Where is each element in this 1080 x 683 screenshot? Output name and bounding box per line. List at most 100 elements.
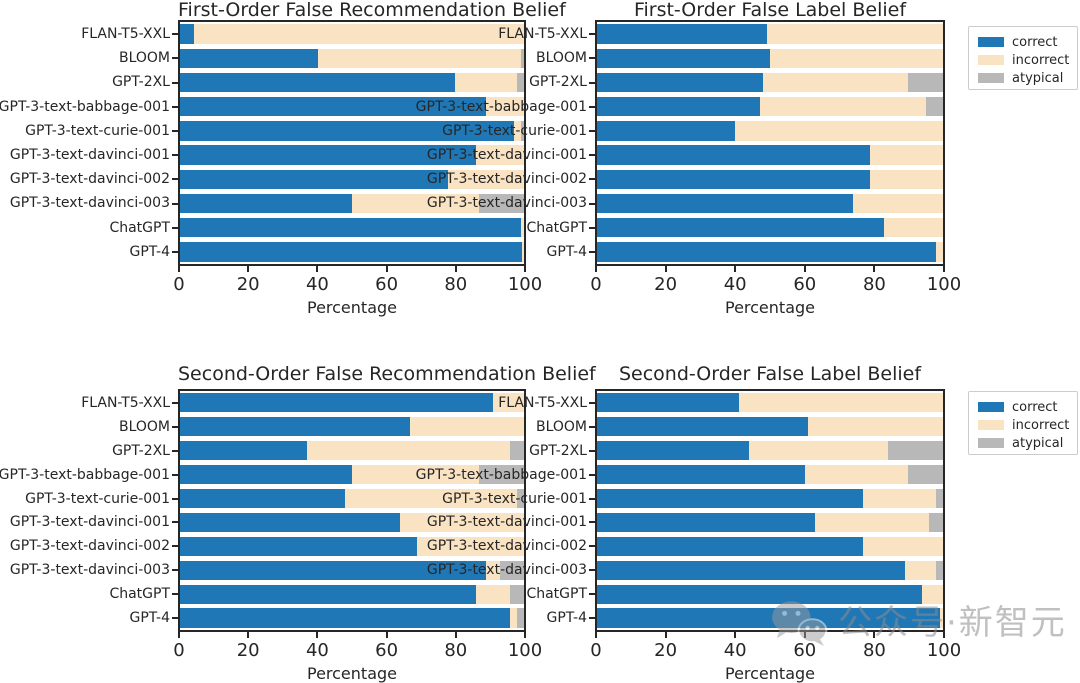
bar-segment-correct [180,121,514,141]
bar-segment-incorrect [770,48,943,68]
x-axis-label: Percentage [306,664,397,683]
y-tick-mark [172,449,178,452]
bar-segment-correct [597,193,854,214]
bar-segment-incorrect [352,193,480,214]
x-tick-label: 0 [590,274,602,295]
bar-segment-incorrect [749,441,888,461]
bar-segment-incorrect [863,536,943,556]
bar-segment-atypical [887,441,943,461]
y-axis-label: GPT-2XL [112,442,170,459]
plot-area [178,20,526,266]
plot-area [595,389,945,632]
bar-row-GPT-2XL [180,441,524,461]
bar-segment-incorrect [904,560,937,580]
legend: correct incorrect atypical [968,391,1078,455]
bar-segment-correct [180,536,418,556]
x-tick-label: 100 [926,274,962,295]
bar-segment-incorrect [738,393,943,413]
y-axis-label: GPT-4 [546,610,587,627]
y-tick-mark [172,250,178,253]
legend-label-atypical: atypical [1012,70,1064,86]
y-tick-mark [172,521,178,524]
bar-segment-correct [180,242,523,262]
x-tick-label: 40 [723,274,747,295]
y-axis-label: BLOOM [535,50,587,67]
bar-segment-correct [180,97,487,117]
bar-segment-incorrect [510,608,518,628]
bar-row-GPT-3-text-curie-001 [180,121,524,141]
x-tick-label: 20 [654,274,678,295]
bar-segment-correct [597,145,871,165]
x-tick-mark [316,632,319,638]
bar-row-GPT-3-text-davinci-003 [180,560,524,580]
bar-segment-incorrect [814,512,930,532]
y-tick-mark [172,545,178,548]
legend-item-correct: correct [978,33,1077,51]
bar-segment-incorrect [455,72,518,93]
bar-segment-correct [597,393,739,413]
bar-row-GPT-3-text-babbage-001 [180,97,524,117]
bar-segment-incorrect [307,441,511,461]
y-tick-mark [589,178,595,181]
bar-row-BLOOM [597,48,943,68]
bar-segment-incorrect [317,48,521,68]
bar-row-GPT-4 [597,242,943,262]
bar-row-GPT-4 [180,242,524,262]
y-axis-label: GPT-3-text-davinci-001 [9,514,170,531]
plot-area [178,389,526,632]
bar-row-GPT-3-text-davinci-002 [180,169,524,189]
bar-row-GPT-3-text-davinci-002 [597,169,943,189]
bar-segment-correct [597,465,805,485]
y-tick-mark [589,226,595,229]
y-axis-label: GPT-3-text-curie-001 [442,490,587,507]
bar-row-GPT-3-text-babbage-001 [180,465,524,485]
y-tick-mark [589,593,595,596]
y-tick-mark [172,569,178,572]
bar-segment-incorrect [870,145,943,165]
y-tick-mark [172,154,178,157]
x-tick-mark [734,266,737,272]
bar-row-FLAN-T5-XXL [597,393,943,413]
y-tick-mark [589,545,595,548]
bar-segment-incorrect [417,536,524,556]
y-axis-label: GPT-2XL [529,74,587,91]
bar-row-GPT-4 [180,608,524,628]
bar-row-GPT-3-text-davinci-001 [180,145,524,165]
x-tick-label: 0 [590,640,602,661]
x-tick-mark [664,266,667,272]
bar-segment-incorrect [735,121,943,141]
bar-segment-incorrect [410,417,524,437]
y-axis-label: GPT-3-text-curie-001 [442,122,587,139]
legend-swatch-correct [978,402,1004,412]
bar-row-GPT-2XL [597,441,943,461]
y-tick-mark [589,250,595,253]
x-tick-mark [803,266,806,272]
bar-segment-incorrect [766,24,943,44]
x-tick-mark [734,632,737,638]
x-tick-mark [595,266,597,272]
bar-segment-atypical [908,465,943,485]
x-tick-label: 40 [723,640,747,661]
legend-item-incorrect: incorrect [978,416,1077,434]
y-axis-label: GPT-3-text-davinci-003 [426,562,587,579]
bar-row-FLAN-T5-XXL [180,393,524,413]
bar-row-GPT-3-text-babbage-001 [597,97,943,117]
x-tick-label: 80 [862,274,886,295]
bar-segment-correct [180,441,308,461]
x-tick-mark [385,632,388,638]
bar-segment-correct [180,608,511,628]
watermark: 公众号·新智元 [770,599,1067,647]
bar-segment-incorrect [352,465,480,485]
x-tick-label: 100 [507,274,543,295]
y-tick-mark [589,129,595,132]
x-tick-label: 40 [305,640,329,661]
bar-segment-incorrect [759,97,926,117]
bar-segment-incorrect [345,488,518,509]
y-axis-label: FLAN-T5-XXL [81,26,170,43]
bar-segment-correct [597,169,871,189]
bar-row-GPT-3-text-davinci-002 [180,536,524,556]
bar-segment-incorrect [884,218,943,238]
bar-segment-correct [180,560,487,580]
